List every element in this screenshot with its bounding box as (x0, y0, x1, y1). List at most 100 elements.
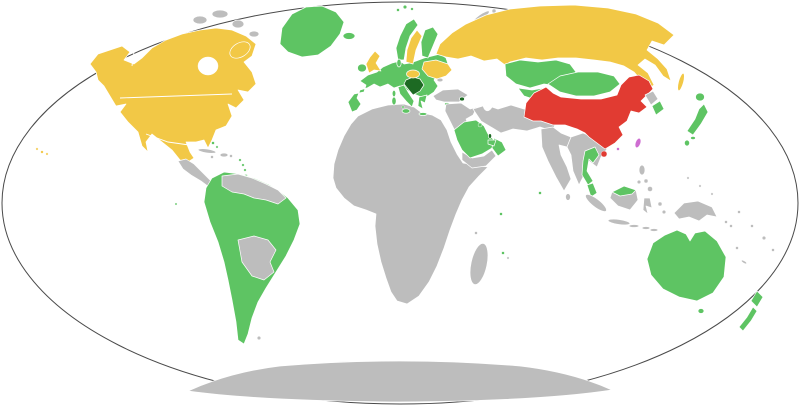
country-mauritius (501, 251, 505, 255)
region-sakhalin (677, 72, 685, 92)
country-new-zealand-south (738, 306, 758, 332)
country-sweden (405, 29, 423, 65)
country-lesser-antilles (241, 163, 245, 167)
country-philippines (647, 186, 653, 192)
country-seychelles (499, 212, 503, 216)
country-finland (420, 26, 439, 59)
country-ireland (357, 63, 367, 73)
country-philippines (637, 179, 642, 184)
country-china (523, 74, 654, 150)
region-new-caledonia (740, 259, 748, 265)
country-new-zealand-north (750, 290, 764, 308)
country-north-korea (644, 90, 659, 106)
region-sicily (401, 108, 411, 114)
country-united-kingdom (365, 50, 382, 74)
country-hungary (406, 69, 420, 79)
region-svalbard (410, 7, 414, 11)
region-hokkaido (695, 92, 705, 102)
country-bahamas (211, 141, 215, 145)
region-sulawesi (642, 197, 653, 215)
region-svalbard (403, 4, 408, 9)
region-yemen (461, 149, 497, 169)
region-moluccas (662, 209, 667, 214)
country-qatar (488, 133, 492, 139)
country-italy (397, 84, 415, 108)
region-antarctica (187, 360, 613, 403)
country-us-hawaii (45, 152, 49, 156)
country-malaysia-peninsula (586, 182, 598, 198)
country-south-korea (651, 100, 665, 116)
region-pacific-island (737, 210, 741, 214)
country-lesser-antilles (243, 168, 247, 172)
region-shikoku (690, 136, 696, 140)
region-vanuatu (735, 246, 739, 250)
country-puerto-rico (229, 154, 233, 158)
region-java (607, 218, 631, 226)
country-russia (435, 4, 675, 90)
country-mongolia (547, 71, 621, 97)
country-bahamas (215, 145, 219, 149)
region-sumatra (585, 194, 607, 212)
country-comoros (474, 231, 478, 235)
region-timor (649, 228, 659, 232)
country-philippines (643, 178, 649, 184)
us-canada-border (119, 93, 233, 99)
country-norway (395, 18, 419, 61)
country-cuba (197, 148, 217, 154)
country-canada-baffin (229, 41, 251, 59)
region-crimea (436, 77, 444, 83)
country-hispaniola (219, 152, 229, 158)
region-venezuela-guyanas (221, 173, 287, 205)
region-solomon-islands (724, 220, 728, 224)
country-malta (401, 105, 405, 109)
country-madagascar (469, 243, 489, 285)
country-us-hawaii (40, 150, 44, 154)
region-micronesia (686, 176, 690, 180)
country-kuwait (477, 122, 483, 128)
region-galapagos (174, 202, 178, 206)
region-kyushu (684, 139, 690, 147)
us-mexico-border (145, 133, 197, 147)
caspian-sea (481, 80, 497, 112)
alaska-border (131, 51, 135, 67)
region-hainan (600, 150, 608, 158)
region-micronesia (710, 192, 714, 196)
country-us-hawaii (35, 147, 39, 151)
country-denmark (396, 58, 402, 68)
country-japan-honshu (686, 103, 709, 136)
country-malaysia-borneo (611, 185, 637, 197)
country-philippines-luzon (638, 164, 646, 176)
region-pacific-island (750, 224, 754, 228)
country-australia (646, 229, 727, 302)
region-fiji (762, 235, 767, 240)
country-ukraine (421, 59, 453, 80)
region-svalbard (396, 8, 400, 12)
country-armenia (459, 96, 465, 102)
region-reunion (506, 256, 510, 260)
region-moluccas (657, 201, 663, 207)
region-crete (418, 112, 428, 116)
region-lesser-sunda (641, 226, 651, 230)
country-uae (487, 139, 497, 147)
region-tasmania (697, 308, 705, 314)
region-arctic-island (248, 30, 260, 38)
region-arctic-island (192, 15, 208, 25)
country-iceland (342, 32, 356, 40)
hudson-bay (197, 56, 219, 76)
region-lesser-sunda (628, 224, 640, 228)
region-new-guinea (673, 200, 718, 222)
region-bolivia-paraguay (237, 235, 277, 281)
country-greenland (279, 5, 345, 58)
region-arctic-island (211, 9, 229, 19)
region-falkland-islands (257, 336, 262, 341)
country-sri-lanka (565, 193, 571, 201)
region-africa (332, 103, 489, 305)
country-taiwan (634, 137, 642, 149)
country-lesser-antilles (238, 158, 242, 162)
region-solomon-islands (729, 224, 733, 228)
country-jamaica (210, 155, 214, 159)
country-maldives (538, 191, 542, 195)
region-sardinia (391, 96, 397, 106)
